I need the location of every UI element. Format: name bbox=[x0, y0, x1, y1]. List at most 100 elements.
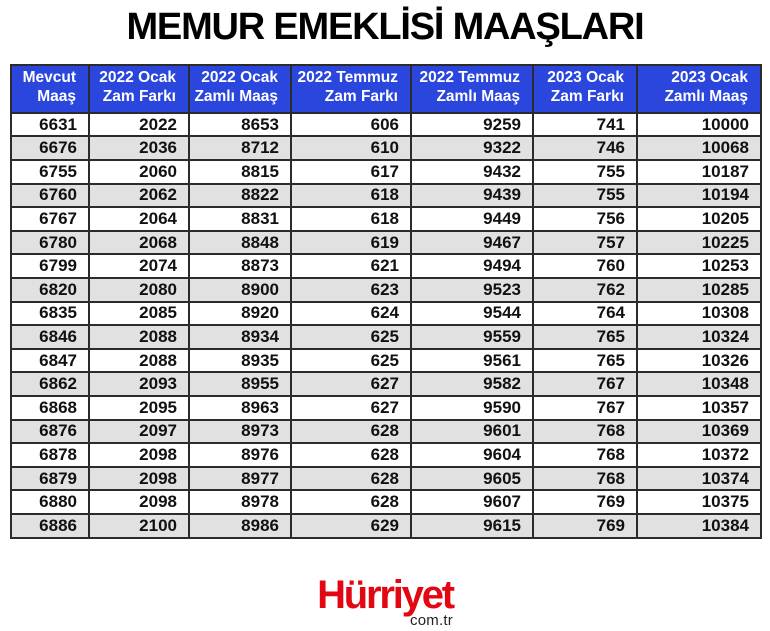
table-cell: 618 bbox=[290, 206, 412, 232]
column-header-6: 2023 Ocak Zam Farkı bbox=[532, 64, 638, 114]
salary-table: Mevcut Maaş 2022 Ocak Zam Farkı 2022 Ocak Zam… bbox=[10, 64, 762, 539]
table-row: 6767 2064 8831 618 9449 756 10205 bbox=[10, 206, 762, 232]
table-row: 6799 2074 8873 621 9494 760 10253 bbox=[10, 253, 762, 279]
table-cell: 2085 bbox=[88, 300, 190, 327]
table-cell: 2064 bbox=[88, 206, 190, 232]
table-cell: 619 bbox=[290, 229, 412, 256]
table-row: 6878 2098 8976 628 9604 768 10372 bbox=[10, 442, 762, 468]
table-cell: 6878 bbox=[10, 442, 90, 468]
table-cell: 621 bbox=[290, 253, 412, 279]
table-cell: 2098 bbox=[88, 489, 190, 515]
table-cell: 10357 bbox=[636, 394, 762, 421]
table-cell: 617 bbox=[290, 159, 412, 185]
table-cell: 8900 bbox=[188, 276, 292, 303]
table-cell: 746 bbox=[532, 135, 638, 161]
table-row: 6862 2093 8955 627 9582 767 10348 bbox=[10, 371, 762, 397]
table-cell: 627 bbox=[290, 394, 412, 421]
table-cell: 8973 bbox=[188, 418, 292, 445]
table-cell: 6760 bbox=[10, 182, 90, 209]
table-cell: 6886 bbox=[10, 512, 90, 539]
table-row: 6880 2098 8978 628 9607 769 10375 bbox=[10, 489, 762, 515]
table-cell: 768 bbox=[532, 465, 638, 492]
table-row: 6868 2095 8963 627 9590 767 10357 bbox=[10, 394, 762, 421]
table-row: 6676 2036 8712 610 9322 746 10068 bbox=[10, 135, 762, 161]
table-cell: 606 bbox=[290, 111, 412, 138]
table-cell: 764 bbox=[532, 300, 638, 327]
table-cell: 2074 bbox=[88, 253, 190, 279]
table-cell: 6755 bbox=[10, 159, 90, 185]
table-cell: 2097 bbox=[88, 418, 190, 445]
table-cell: 628 bbox=[290, 465, 412, 492]
table-row: 6847 2088 8935 625 9561 765 10326 bbox=[10, 347, 762, 374]
table-cell: 2098 bbox=[88, 442, 190, 468]
table-cell: 6880 bbox=[10, 489, 90, 515]
table-cell: 9601 bbox=[410, 418, 534, 445]
table-cell: 741 bbox=[532, 111, 638, 138]
table-cell: 2088 bbox=[88, 324, 190, 350]
table-cell: 2093 bbox=[88, 371, 190, 397]
table-cell: 10225 bbox=[636, 229, 762, 256]
table-cell: 8815 bbox=[188, 159, 292, 185]
table-cell: 623 bbox=[290, 276, 412, 303]
table-cell: 2036 bbox=[88, 135, 190, 161]
table-cell: 628 bbox=[290, 489, 412, 515]
table-cell: 9449 bbox=[410, 206, 534, 232]
table-cell: 10253 bbox=[636, 253, 762, 279]
table-cell: 6862 bbox=[10, 371, 90, 397]
column-header-1: Mevcut Maaş bbox=[10, 64, 90, 114]
table-cell: 10375 bbox=[636, 489, 762, 515]
table-cell: 2080 bbox=[88, 276, 190, 303]
table-body: 6631 2022 8653 606 9259 741 10000 6676 2036 8712 6… bbox=[10, 111, 762, 539]
table-cell: 6767 bbox=[10, 206, 90, 232]
table-cell: 9605 bbox=[410, 465, 534, 492]
table-cell: 765 bbox=[532, 347, 638, 374]
table-cell: 9615 bbox=[410, 512, 534, 539]
table-cell: 2100 bbox=[88, 512, 190, 539]
table-cell: 8934 bbox=[188, 324, 292, 350]
table-cell: 10187 bbox=[636, 159, 762, 185]
table-header-row: Mevcut Maaş 2022 Ocak Zam Farkı 2022 Ocak Zam… bbox=[10, 64, 762, 114]
table-cell: 10374 bbox=[636, 465, 762, 492]
table-cell: 767 bbox=[532, 394, 638, 421]
table-row: 6835 2085 8920 624 9544 764 10308 bbox=[10, 300, 762, 327]
table-cell: 6676 bbox=[10, 135, 90, 161]
table-cell: 10384 bbox=[636, 512, 762, 539]
table-cell: 2095 bbox=[88, 394, 190, 421]
table-row: 6879 2098 8977 628 9605 768 10374 bbox=[10, 465, 762, 492]
table-cell: 9544 bbox=[410, 300, 534, 327]
table-cell: 8963 bbox=[188, 394, 292, 421]
table-cell: 6846 bbox=[10, 324, 90, 350]
table-cell: 8955 bbox=[188, 371, 292, 397]
table-cell: 10205 bbox=[636, 206, 762, 232]
table-cell: 2068 bbox=[88, 229, 190, 256]
table-cell: 625 bbox=[290, 347, 412, 374]
table-cell: 10068 bbox=[636, 135, 762, 161]
table-cell: 8848 bbox=[188, 229, 292, 256]
table-cell: 8822 bbox=[188, 182, 292, 209]
table-cell: 6799 bbox=[10, 253, 90, 279]
column-header-7: 2023 Ocak Zamlı Maaş bbox=[636, 64, 762, 114]
table-cell: 6780 bbox=[10, 229, 90, 256]
table-cell: 756 bbox=[532, 206, 638, 232]
table-cell: 10308 bbox=[636, 300, 762, 327]
table-cell: 6835 bbox=[10, 300, 90, 327]
table-cell: 628 bbox=[290, 418, 412, 445]
table-cell: 10348 bbox=[636, 371, 762, 397]
table-cell: 6876 bbox=[10, 418, 90, 445]
table-cell: 10000 bbox=[636, 111, 762, 138]
table-cell: 8712 bbox=[188, 135, 292, 161]
table-cell: 9561 bbox=[410, 347, 534, 374]
table-cell: 9259 bbox=[410, 111, 534, 138]
table-cell: 9439 bbox=[410, 182, 534, 209]
table-cell: 6879 bbox=[10, 465, 90, 492]
table-row: 6755 2060 8815 617 9432 755 10187 bbox=[10, 159, 762, 185]
table-row: 6760 2062 8822 618 9439 755 10194 bbox=[10, 182, 762, 209]
table-row: 6846 2088 8934 625 9559 765 10324 bbox=[10, 324, 762, 350]
table-cell: 762 bbox=[532, 276, 638, 303]
table-cell: 8935 bbox=[188, 347, 292, 374]
table-cell: 625 bbox=[290, 324, 412, 350]
page-title: MEMUR EMEKLİSİ MAAŞLARI bbox=[126, 6, 644, 48]
table-cell: 755 bbox=[532, 159, 638, 185]
table-cell: 6847 bbox=[10, 347, 90, 374]
table-cell: 629 bbox=[290, 512, 412, 539]
